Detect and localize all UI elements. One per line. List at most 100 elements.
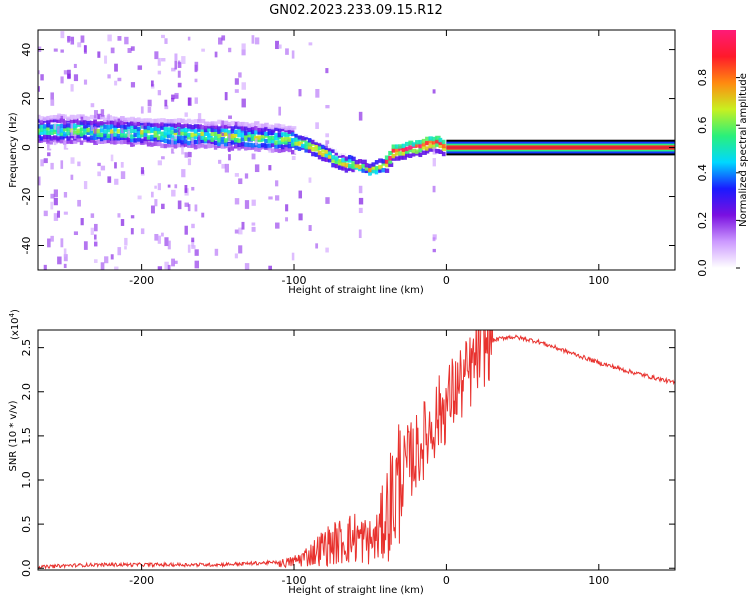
heatmap-cell: [164, 105, 169, 110]
heatmap-cell: [177, 70, 181, 78]
heatmap-cell: [438, 140, 444, 145]
heatmap-cell: [234, 137, 239, 143]
heatmap-cell: [264, 143, 270, 149]
heatmap-cell: [93, 223, 98, 232]
heatmap-cell: [334, 148, 339, 153]
heatmap-cell: [89, 135, 96, 140]
heatmap-cell: [107, 74, 111, 79]
heatmap-cell: [214, 248, 219, 256]
heatmap-cell: [73, 74, 79, 82]
snr-x-ticks: -200 -100 0 100: [129, 330, 609, 587]
heatmap-cell: [354, 163, 360, 168]
heatmap-cell: [210, 121, 215, 126]
heatmap-cell: [99, 144, 105, 149]
heatmap-cell: [174, 135, 178, 140]
heatmap-cell: [200, 147, 206, 152]
heatmap-cell: [194, 78, 198, 83]
heatmap-cell: [415, 149, 420, 154]
heatmap-cell: [173, 123, 178, 129]
heatmap-cell: [83, 142, 88, 147]
heatmap-cell: [100, 165, 106, 171]
heatmap-cell: [63, 211, 68, 215]
heatmap-cell: [213, 145, 220, 150]
heatmap-cell: [425, 149, 430, 154]
heatmap-cell: [116, 129, 122, 134]
heatmap-cell: [143, 118, 148, 123]
heatmap-cell: [86, 120, 92, 125]
heatmap-cell: [123, 135, 129, 141]
heatmap-cell: [154, 199, 158, 207]
heatmap-cell: [180, 130, 186, 136]
heatmap-cell: [171, 258, 175, 267]
heatmap-cell: [237, 138, 243, 143]
heatmap-cell: [70, 41, 74, 45]
heatmap-cell: [308, 42, 313, 46]
heatmap-cell: [163, 118, 169, 124]
heatmap-cell: [321, 147, 326, 153]
snr-scale-exponent: 4: [8, 312, 16, 317]
spectrogram-cells: [38, 31, 675, 270]
heatmap-cell: [86, 142, 92, 147]
heatmap-cell: [284, 152, 290, 157]
heatmap-cell: [114, 162, 117, 169]
heatmap-cell: [221, 132, 225, 137]
heatmap-cell: [257, 147, 262, 153]
heatmap-cell: [166, 146, 171, 151]
heatmap-cell: [66, 131, 71, 136]
heatmap-cell: [217, 119, 222, 125]
heatmap-cell: [241, 43, 246, 50]
heatmap-cell: [314, 140, 319, 145]
heatmap-cell: [73, 130, 79, 136]
heatmap-cell: [140, 125, 145, 129]
heatmap-cell: [80, 218, 84, 226]
heatmap-cell: [63, 263, 67, 269]
heatmap-cell: [89, 129, 95, 134]
heatmap-cell: [133, 132, 139, 138]
heatmap-cell: [371, 165, 376, 170]
heatmap-cell: [42, 116, 49, 122]
heatmap-cell: [247, 127, 253, 132]
heatmap-cell: [324, 153, 330, 158]
heatmap-cell: [50, 193, 55, 199]
heatmap-cell: [156, 126, 162, 132]
heatmap-cell: [254, 135, 259, 141]
heatmap-cell: [59, 131, 64, 137]
heatmap-cell: [227, 130, 233, 135]
heatmap-cell: [317, 138, 324, 144]
heatmap-cell: [284, 142, 289, 148]
heatmap-cell: [284, 126, 289, 131]
heatmap-cell: [217, 141, 222, 147]
heatmap-cell: [166, 122, 171, 127]
heatmap-cell: [140, 167, 144, 174]
colorbar-tick-label: 0.0: [696, 259, 709, 277]
heatmap-cell: [315, 88, 320, 98]
heatmap-cell: [321, 144, 327, 150]
heatmap-cell: [69, 119, 75, 125]
heatmap-cell: [109, 124, 115, 129]
heatmap-cell: [89, 120, 96, 126]
heatmap-cell: [42, 124, 48, 129]
heatmap-cell: [177, 142, 181, 148]
heatmap-cell: [307, 133, 312, 138]
heatmap-cell: [240, 142, 246, 147]
heatmap-cell: [39, 136, 45, 141]
heatmap-cell: [140, 106, 144, 114]
heatmap-cell: [230, 140, 236, 145]
y-tick-label: 2.0: [20, 383, 33, 401]
heatmap-cell: [244, 131, 250, 136]
heatmap-cell: [123, 127, 128, 133]
heatmap-cell: [146, 144, 152, 150]
heatmap-cell: [237, 142, 243, 148]
heatmap-cell: [291, 252, 295, 261]
heatmap-cell: [120, 162, 124, 168]
heatmap-cell: [194, 97, 198, 104]
heatmap-cell: [163, 126, 168, 132]
heatmap-cell: [203, 137, 208, 142]
heatmap-cell: [210, 148, 215, 153]
heatmap-cell: [260, 143, 267, 148]
heatmap-cell: [123, 117, 128, 123]
heatmap-cell: [378, 168, 383, 173]
heatmap-cell: [63, 120, 67, 125]
heatmap-cell: [364, 173, 371, 179]
heatmap-cell: [50, 99, 55, 106]
